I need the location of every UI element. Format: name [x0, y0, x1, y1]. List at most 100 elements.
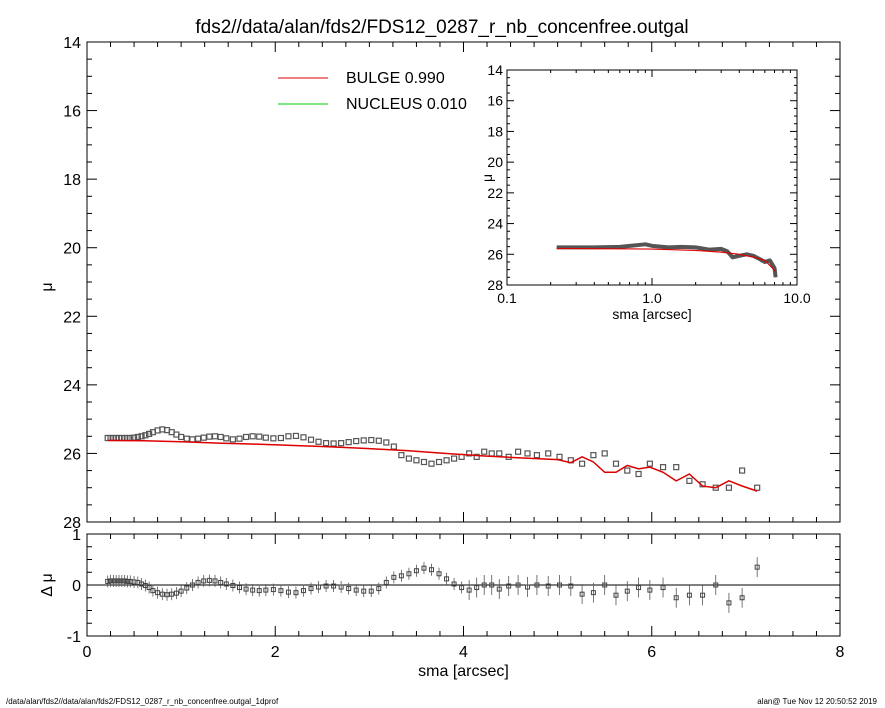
data-point — [315, 438, 322, 445]
residual-point — [316, 584, 322, 590]
data-point — [189, 436, 196, 443]
data-point — [398, 452, 405, 459]
residual-x-tick-label: 8 — [836, 644, 845, 661]
residual-point — [624, 588, 630, 594]
residual-point — [590, 590, 596, 596]
data-point — [249, 433, 256, 440]
residual-point — [474, 585, 480, 591]
main-y-tick-label: 24 — [63, 378, 81, 395]
data-point — [242, 433, 250, 441]
residual-point — [713, 582, 719, 588]
inset-y-axis-label: μ — [479, 174, 495, 182]
inset-bulge-line — [556, 247, 777, 272]
residual-point — [602, 582, 608, 588]
data-point — [223, 435, 230, 442]
residual-point — [105, 578, 111, 584]
residual-point — [243, 586, 249, 592]
data-point — [428, 460, 435, 467]
data-point — [686, 477, 693, 484]
residual-point — [256, 588, 262, 594]
residual-point — [150, 588, 156, 594]
inset-y-tick-label: 24 — [487, 216, 503, 232]
data-point — [524, 450, 531, 457]
residual-point — [300, 588, 306, 594]
residual-point — [353, 587, 359, 593]
data-point — [646, 460, 653, 467]
residual-point — [673, 595, 679, 601]
data-point — [138, 433, 145, 440]
data-point — [413, 457, 420, 464]
inset-y-tick-label: 26 — [487, 246, 503, 262]
data-point — [236, 435, 243, 442]
data-point — [178, 433, 185, 441]
residual-x-tick-label: 4 — [459, 644, 468, 661]
residual-x-axis-label: sma [arcsec] — [418, 663, 509, 680]
residual-point — [754, 564, 760, 570]
data-point — [601, 450, 608, 457]
residual-point — [285, 589, 291, 595]
data-point — [206, 433, 213, 440]
main-y-axis-label: μ — [39, 282, 56, 291]
data-point — [450, 455, 458, 462]
residual-point — [119, 578, 125, 584]
residual-point — [184, 585, 190, 591]
data-point — [590, 452, 597, 459]
bulge-model-line — [107, 439, 758, 492]
residual-point — [218, 579, 224, 585]
residual-point — [308, 586, 314, 592]
residual-point — [230, 583, 236, 589]
residual-point — [195, 579, 201, 585]
residual-point — [270, 587, 276, 593]
residual-point — [223, 581, 229, 587]
chart-title: fds2//data/alan/fds2/FDS12_0287_r_nb_con… — [195, 17, 688, 38]
inset-y-tick-label: 22 — [487, 185, 503, 201]
inset-data-band — [556, 242, 778, 278]
residual-point — [579, 591, 585, 597]
residual-point — [545, 583, 551, 589]
residual-point — [613, 592, 619, 598]
data-point — [725, 484, 733, 491]
data-point — [624, 467, 631, 474]
inset-y-tick-label: 14 — [487, 62, 503, 78]
data-point — [322, 440, 330, 447]
residual-point — [391, 574, 397, 580]
residual-point — [361, 588, 367, 594]
residual-point — [206, 577, 212, 583]
data-point — [134, 433, 141, 441]
residual-point — [159, 591, 165, 597]
residual-x-tick-label: 2 — [271, 644, 280, 661]
inset-x-tick-label: 10.0 — [783, 290, 810, 306]
residual-point — [338, 584, 344, 590]
residual-point — [700, 592, 706, 598]
legend-label-0: BULGE 0.990 — [346, 70, 445, 87]
residual-point — [451, 581, 457, 587]
data-point — [481, 448, 488, 455]
residual-point — [525, 584, 531, 590]
data-point — [473, 453, 480, 460]
residual-point — [164, 592, 170, 598]
residual-point — [421, 565, 427, 571]
main-y-tick-label: 22 — [63, 309, 81, 326]
residual-point — [122, 578, 128, 584]
residual-point — [466, 587, 472, 593]
residual-point — [201, 578, 207, 584]
residual-point — [108, 578, 114, 584]
data-point — [229, 436, 236, 443]
inset-y-tick-label: 20 — [487, 154, 503, 170]
main-y-tick-label: 16 — [63, 104, 81, 121]
residual-point — [146, 585, 152, 591]
data-point — [345, 439, 352, 446]
residual-point — [686, 592, 692, 598]
inset-plot-frame — [506, 69, 798, 286]
data-point — [390, 443, 397, 450]
inset-y-tick-label: 18 — [487, 123, 503, 139]
residual-point — [459, 585, 465, 591]
data-point — [443, 457, 450, 464]
data-point — [262, 434, 269, 441]
data-point — [488, 450, 495, 457]
residual-point — [250, 587, 256, 593]
data-point — [330, 440, 337, 447]
residual-point — [110, 578, 116, 584]
data-point — [200, 434, 207, 441]
